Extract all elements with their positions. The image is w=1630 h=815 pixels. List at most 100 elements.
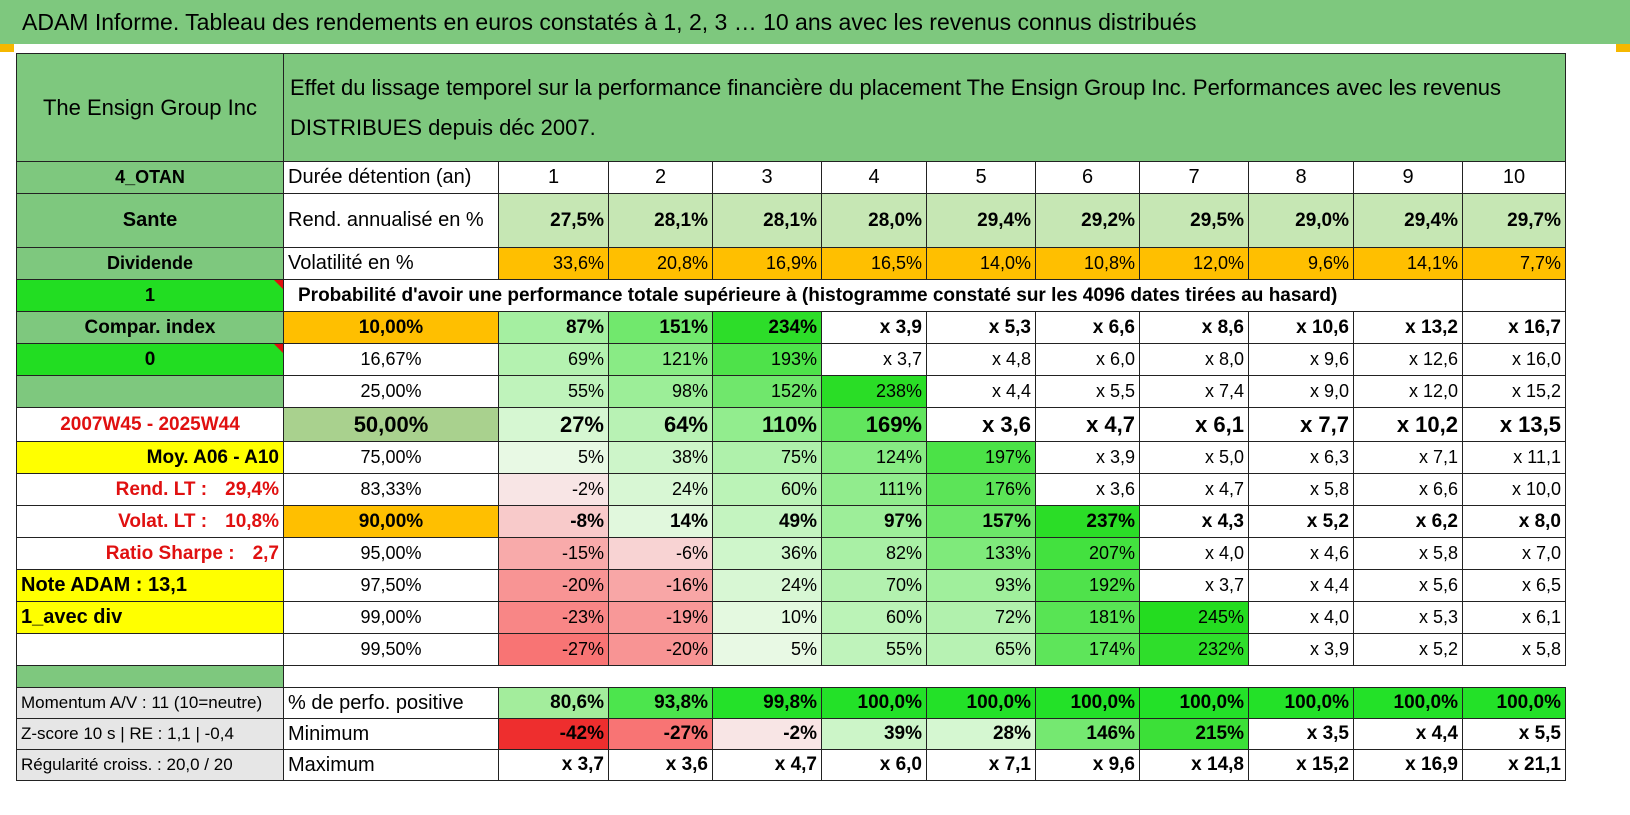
year-header: 7 <box>1139 161 1249 194</box>
probability-value: 69% <box>498 343 609 376</box>
probability-value: 75% <box>712 441 822 474</box>
probability-value: 151% <box>608 311 713 344</box>
percentile-label: 10,00% <box>283 311 499 344</box>
probability-value: 60% <box>712 473 822 506</box>
vol-label: Volatilité en % <box>283 247 499 280</box>
rend-value: 29,4% <box>1353 193 1463 248</box>
probability-value: -6% <box>608 537 713 570</box>
bottom-metric-value: 100,0% <box>821 687 927 719</box>
left-label-8: 2007W45 - 2025W44 <box>16 407 284 442</box>
probability-value: x 6,2 <box>1353 505 1463 538</box>
probability-value: -15% <box>498 537 609 570</box>
probability-value: x 8,0 <box>1462 505 1566 538</box>
bottom-metric-value: x 21,1 <box>1462 749 1566 781</box>
probability-value: 65% <box>926 633 1036 666</box>
probability-value: 64% <box>608 407 713 442</box>
probability-value: x 3,6 <box>926 407 1036 442</box>
probability-value: x 3,6 <box>1035 473 1140 506</box>
left-label-3: Dividende <box>16 247 284 280</box>
probability-value: 157% <box>926 505 1036 538</box>
probability-value: x 6,3 <box>1248 441 1354 474</box>
percentile-label: 50,00% <box>283 407 499 442</box>
rend-value: 29,5% <box>1139 193 1249 248</box>
header-description: Effet du lissage temporel sur la perform… <box>283 53 1566 162</box>
probability-value: 10% <box>712 601 822 634</box>
bottom-metric-value: x 5,5 <box>1462 718 1566 750</box>
spacer-blank <box>283 665 1566 688</box>
vol-value: 14,1% <box>1353 247 1463 280</box>
probability-value: x 12,6 <box>1353 343 1463 376</box>
bottom-metric-value: 99,8% <box>712 687 822 719</box>
bottom-metric-value: x 9,6 <box>1035 749 1140 781</box>
probability-value: -2% <box>498 473 609 506</box>
probability-value: 5% <box>712 633 822 666</box>
percentile-label: 16,67% <box>283 343 499 376</box>
probability-value: x 3,7 <box>1139 569 1249 602</box>
probability-value: x 6,6 <box>1035 311 1140 344</box>
probability-value: x 9,0 <box>1248 375 1354 408</box>
rend-value: 29,7% <box>1462 193 1566 248</box>
left-label-12: Ratio Sharpe : 2,7 <box>16 537 284 570</box>
probability-value: -19% <box>608 601 713 634</box>
rend-value: 29,4% <box>926 193 1036 248</box>
probability-value: 5% <box>498 441 609 474</box>
probability-value: 169% <box>821 407 927 442</box>
bottom-metric-value: 146% <box>1035 718 1140 750</box>
rend-value: 27,5% <box>498 193 609 248</box>
year-header: 6 <box>1035 161 1140 194</box>
probability-value: x 5,2 <box>1353 633 1463 666</box>
left-label-7 <box>16 375 284 408</box>
probability-label: Probabilité d'avoir une performance tota… <box>283 279 1463 312</box>
probability-value: x 12,0 <box>1353 375 1463 408</box>
year-header: 10 <box>1462 161 1566 194</box>
left-label-1: 4_OTAN <box>16 161 284 194</box>
vol-value: 33,6% <box>498 247 609 280</box>
bottom-metric-value: 100,0% <box>1462 687 1566 719</box>
probability-value: x 7,1 <box>1353 441 1463 474</box>
probability-value: 93% <box>926 569 1036 602</box>
bottom-left-label: Momentum A/V : 11 (10=neutre) <box>16 687 284 719</box>
left-label-11: Volat. LT : 10,8% <box>16 505 284 538</box>
probability-value: x 4,4 <box>1248 569 1354 602</box>
probability-value: 124% <box>821 441 927 474</box>
probability-value: x 15,2 <box>1462 375 1566 408</box>
bottom-metric-value: -2% <box>712 718 822 750</box>
bottom-metric-value: x 14,8 <box>1139 749 1249 781</box>
probability-value: 176% <box>926 473 1036 506</box>
probability-value: x 6,0 <box>1035 343 1140 376</box>
rend-value: 29,0% <box>1248 193 1354 248</box>
year-header: 2 <box>608 161 713 194</box>
spacer-green <box>16 665 284 688</box>
bottom-metric-value: x 6,0 <box>821 749 927 781</box>
probability-value: x 6,1 <box>1462 601 1566 634</box>
year-header: 1 <box>498 161 609 194</box>
probability-value: -20% <box>498 569 609 602</box>
probability-value: 174% <box>1035 633 1140 666</box>
probability-value: x 16,7 <box>1462 311 1566 344</box>
bottom-metric-value: 39% <box>821 718 927 750</box>
probability-value: 27% <box>498 407 609 442</box>
bottom-metric-value: 28% <box>926 718 1036 750</box>
bottom-metric-value: 80,6% <box>498 687 609 719</box>
probability-value: x 3,9 <box>1035 441 1140 474</box>
left-label-2: Sante <box>16 193 284 248</box>
bottom-left-label: Z-score 10 s | RE : 1,1 | -0,4 <box>16 718 284 750</box>
blank-cell <box>1462 279 1566 312</box>
probability-value: 60% <box>821 601 927 634</box>
percentile-label: 95,00% <box>283 537 499 570</box>
probability-value: x 7,0 <box>1462 537 1566 570</box>
probability-value: 238% <box>821 375 927 408</box>
probability-value: x 3,9 <box>1248 633 1354 666</box>
probability-value: -8% <box>498 505 609 538</box>
left-label-4: 1 <box>16 279 284 312</box>
probability-value: 98% <box>608 375 713 408</box>
bottom-metric-value: x 7,1 <box>926 749 1036 781</box>
left-stat-label: Ratio Sharpe : <box>105 542 235 564</box>
probability-value: x 4,0 <box>1139 537 1249 570</box>
bottom-metric-label: % de perfo. positive <box>283 687 499 719</box>
probability-value: 70% <box>821 569 927 602</box>
bottom-metric-value: x 3,7 <box>498 749 609 781</box>
bottom-metric-value: x 3,5 <box>1248 718 1354 750</box>
probability-value: x 5,3 <box>1353 601 1463 634</box>
rend-value: 29,2% <box>1035 193 1140 248</box>
